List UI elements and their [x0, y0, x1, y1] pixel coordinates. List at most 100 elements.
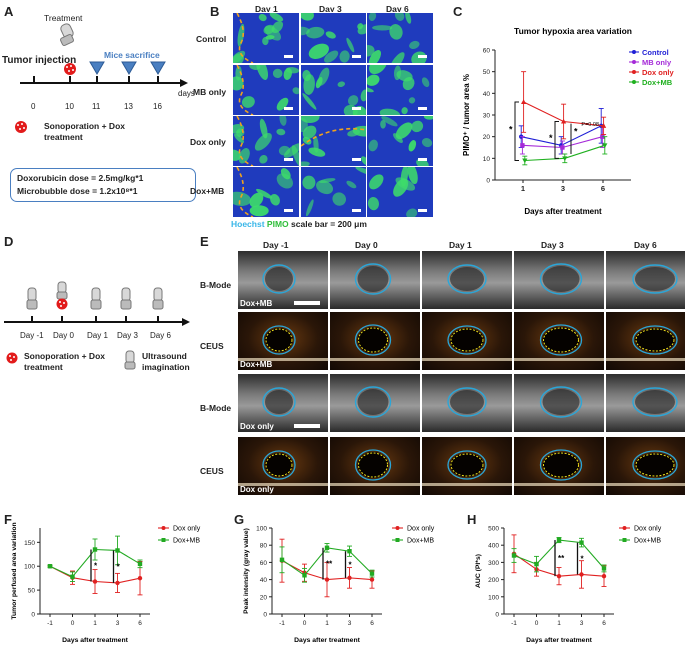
fluorescence-image	[300, 115, 368, 167]
ultrasound-overlay	[514, 449, 604, 486]
ultrasound-overlay	[354, 386, 392, 418]
pimo-signal	[357, 23, 364, 30]
sig-star: **	[326, 560, 333, 569]
wall-echo	[238, 483, 328, 486]
sig-star: *	[581, 555, 585, 564]
legend-marker	[632, 70, 636, 74]
data-point	[556, 537, 562, 543]
legend-label: Dox+MB	[642, 78, 673, 87]
pimo-signal	[269, 13, 284, 22]
d-tick-0: Day 0	[53, 331, 74, 340]
pimo-signal	[283, 143, 299, 158]
pimo-signal	[292, 87, 299, 95]
pimo-signal	[233, 76, 244, 91]
fluorescence-pattern	[302, 167, 367, 217]
d-tick-1: Day 1	[87, 331, 108, 340]
sig-star: *	[94, 562, 98, 571]
scale-bar	[284, 209, 293, 212]
y-tick-label: 0	[486, 178, 490, 185]
fluorescence-pattern	[233, 167, 294, 217]
y-tick-label: 0	[31, 612, 35, 619]
chart-g: 0 20 40 60 80 100 -1 0 1 3 6 Days after treatment Pe…	[243, 526, 435, 645]
e-col-d0: Day 0	[355, 240, 378, 250]
ultrasound-overlay	[606, 450, 685, 486]
group-tag: Dox only	[240, 485, 274, 494]
bmode-image	[605, 250, 685, 310]
x-tick-label: 3	[561, 184, 565, 193]
pimo-signal	[337, 81, 346, 87]
scale-bar	[284, 55, 293, 58]
pimo-signal	[409, 40, 420, 50]
ceus-image	[605, 311, 685, 371]
data-point	[137, 575, 143, 581]
y-tick-label: 100	[488, 594, 499, 601]
data-point	[562, 156, 568, 162]
pimo-signal	[367, 86, 374, 93]
ultrasound-overlay	[238, 450, 328, 486]
legend-marker	[161, 538, 166, 542]
y-tick-label: 100	[24, 564, 35, 571]
pimo-signal	[308, 43, 329, 60]
tumor-core	[357, 452, 389, 478]
fluorescence-image	[300, 166, 368, 218]
ultrasound-overlay	[632, 387, 678, 417]
ultrasound-probe-icon	[90, 287, 102, 310]
data-point	[511, 553, 517, 558]
ultrasound-overlay	[422, 325, 512, 361]
pimo-signal	[256, 188, 273, 199]
probe-handle	[27, 287, 37, 302]
pimo-signal	[280, 168, 291, 180]
x-tick-label: 6	[602, 620, 606, 627]
pimo-signal	[367, 74, 380, 86]
data-point	[115, 580, 120, 586]
y-tick-label: 150	[24, 540, 35, 547]
data-point	[115, 548, 120, 553]
e-row-bmode1: B-Mode	[200, 280, 232, 290]
x-axis-label: Days after treatment	[62, 637, 128, 644]
tumor-outline	[539, 263, 583, 295]
wall-echo	[330, 358, 420, 361]
x-tick-label: 0	[71, 620, 75, 627]
tumor-outline	[447, 450, 487, 480]
data-point	[137, 561, 143, 567]
bmode-image: Dox only	[237, 373, 329, 433]
ultrasound-overlay	[262, 264, 296, 294]
caption-hoechst: Hoechst	[231, 219, 265, 229]
bmode-image	[329, 250, 421, 310]
data-point	[92, 547, 98, 552]
bmode-image: Dox+MB	[237, 250, 329, 310]
perfused-outline	[265, 453, 293, 477]
fluorescence-pattern	[367, 167, 418, 217]
bmode-image	[421, 373, 513, 433]
pimo-signal	[421, 138, 433, 148]
x-tick-label: 3	[348, 620, 352, 627]
x-tick-label: 6	[138, 620, 142, 627]
pimo-signal	[302, 93, 317, 110]
x-axis-label: Days after treatment	[294, 637, 360, 644]
tumor-core	[357, 266, 389, 292]
pimo-signal	[324, 50, 339, 63]
legend-marker	[395, 538, 400, 542]
y-tick-label: 400	[488, 543, 499, 550]
pimo-signal	[339, 50, 350, 63]
sig-star: *	[349, 561, 353, 570]
y-tick-label: 80	[260, 543, 268, 550]
data-point	[579, 540, 584, 545]
pimo-signal	[258, 13, 267, 22]
y-tick-label: 60	[483, 48, 491, 55]
e-col-d1: Day 1	[449, 240, 472, 250]
pimo-signal	[367, 45, 375, 57]
tumor-outline	[447, 325, 487, 355]
b-row-mb-only: MB only	[193, 87, 227, 97]
treatment-label: Treatment	[44, 13, 83, 23]
scale-bar	[418, 158, 427, 161]
legend-marker	[622, 526, 627, 530]
tumor-core	[265, 328, 293, 352]
tumor-core	[542, 327, 580, 353]
b-col-day3: Day 3	[319, 4, 342, 14]
pimo-signal	[346, 37, 355, 53]
pimo-signal	[389, 52, 405, 63]
e-row-ceus1: CEUS	[200, 341, 224, 351]
fluorescence-image	[300, 12, 368, 64]
group-tag: Dox+MB	[240, 299, 273, 308]
